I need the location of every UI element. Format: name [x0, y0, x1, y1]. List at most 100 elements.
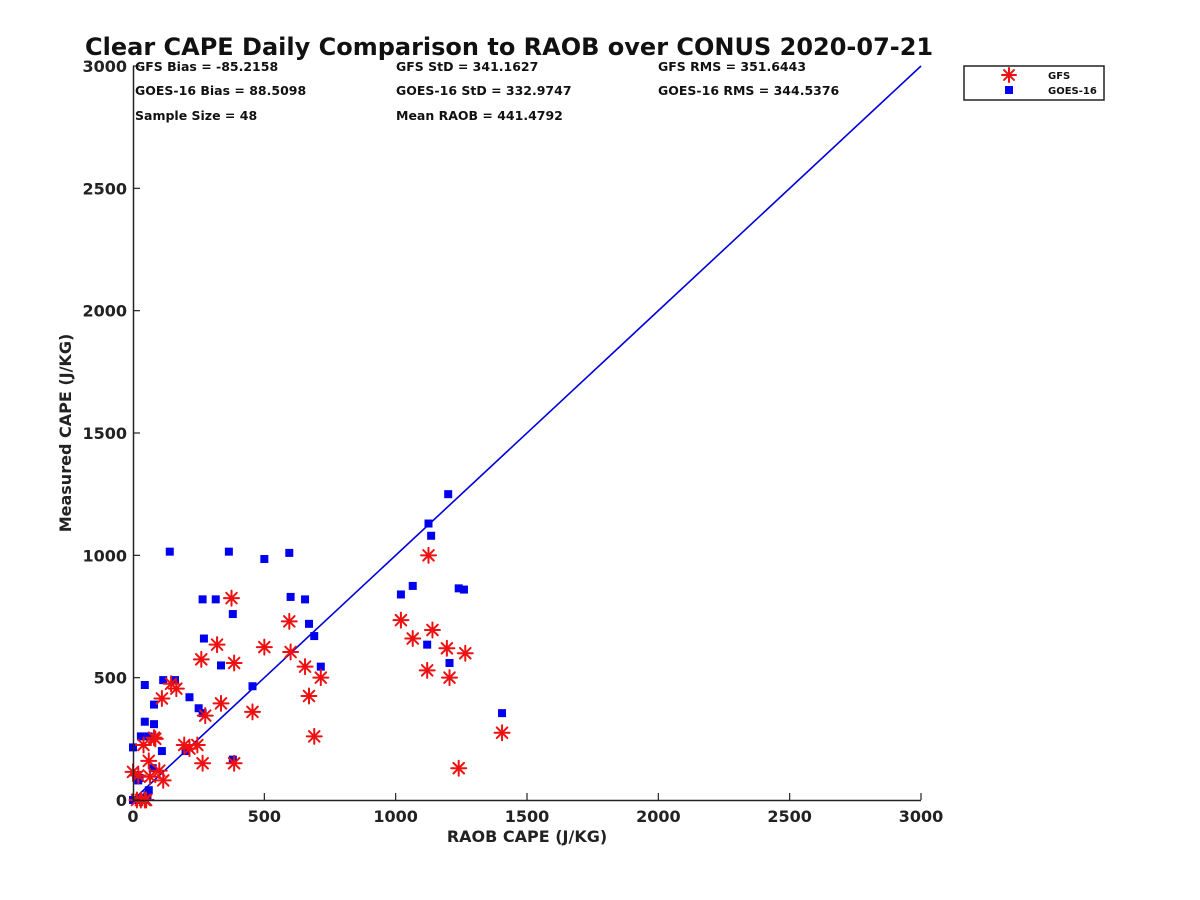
gfs-data-point [392, 611, 410, 629]
y-tick-label: 2500 [82, 179, 127, 198]
stat-gfs-std: GFS StD = 341.1627 [396, 59, 538, 74]
gfs-data-point [212, 694, 230, 712]
stat-gfs-rms: GFS RMS = 351.6443 [658, 59, 806, 74]
x-axis-label: RAOB CAPE (J/KG) [447, 827, 607, 846]
y-axis-label: Measured CAPE (J/KG) [56, 334, 75, 533]
x-tick-label: 2000 [636, 807, 681, 826]
stat-gfs-bias: GFS Bias = -85.2158 [135, 59, 278, 74]
gfs-data-point [154, 771, 172, 789]
plot-area [124, 65, 922, 809]
statistics-block: GFS Bias = -85.2158 GFS StD = 341.1627 G… [135, 59, 840, 123]
goes16-data-point [459, 585, 468, 594]
x-tick-label: 0 [127, 807, 138, 826]
goes16-data-point [140, 681, 149, 690]
goes16-data-point [136, 732, 145, 741]
stat-goes16-std: GOES-16 StD = 332.9747 [396, 83, 572, 98]
goes16-data-point [454, 584, 463, 593]
gfs-data-point [282, 643, 300, 661]
legend-gfs-asterisk-shape [1001, 67, 1017, 83]
y-tick-label: 500 [94, 669, 127, 688]
goes16-data-point [143, 791, 152, 800]
goes16-data-point [286, 592, 295, 601]
goes16-data-point [159, 676, 168, 685]
x-tick-label: 3000 [899, 807, 944, 826]
goes16-data-point [301, 595, 310, 604]
gfs-data-point [167, 680, 185, 698]
gfs-data-point [438, 639, 456, 657]
gfs-data-point [300, 687, 318, 705]
goes16-data-point [248, 682, 257, 691]
gfs-data-point [420, 546, 437, 564]
x-tick-label: 1000 [373, 807, 418, 826]
gfs-data-point [223, 589, 240, 607]
legend-gfs-asterisk-icon [1001, 67, 1017, 83]
goes16-data-point [148, 764, 157, 773]
gfs-data-point [225, 754, 243, 772]
legend-label-goes16: GOES-16 [1048, 86, 1097, 97]
goes16-data-point [445, 658, 454, 667]
one-to-one-reference-line [132, 65, 922, 801]
goes16-data-point [198, 595, 207, 604]
y-axis-ticks: 0 500 1000 1500 2000 2500 3000 [82, 57, 140, 810]
goes16-data-point [228, 755, 237, 764]
goes16-data-point [427, 531, 436, 540]
stat-goes16-bias: GOES-16 Bias = 88.5098 [135, 83, 306, 98]
gfs-data-point [423, 621, 441, 639]
goes16-data-point [310, 632, 319, 641]
x-axis-ticks: 0 500 1000 1500 2000 2500 3000 [127, 793, 943, 826]
y-tick-label: 1500 [82, 424, 127, 443]
stat-goes16-rms: GOES-16 RMS = 344.5376 [658, 83, 840, 98]
chart-title: Clear CAPE Daily Comparison to RAOB over… [85, 33, 933, 61]
goes16-data-point [498, 709, 507, 718]
gfs-data-point [312, 669, 330, 687]
goes16-data-point [224, 547, 233, 556]
stat-sample-size: Sample Size = 48 [135, 108, 257, 123]
gfs-data-point [225, 654, 243, 672]
goes16-data-point [304, 619, 313, 628]
goes16-data-point [144, 732, 153, 741]
gfs-data-point [255, 638, 273, 656]
legend: GFS GOES-16 [963, 65, 1105, 101]
goes16-data-point [144, 786, 153, 795]
gfs-data-point [146, 730, 164, 748]
goes16-data-point [150, 700, 159, 709]
goes16-data-point [408, 581, 417, 590]
gfs-data-point [153, 689, 171, 707]
gfs-data-point [135, 736, 153, 754]
goes16-data-point [150, 720, 159, 729]
goes16-data-point [140, 717, 149, 726]
legend-box [963, 65, 1105, 101]
y-tick-label: 3000 [82, 57, 127, 76]
gfs-data-point [280, 612, 298, 630]
goes16-data-point [157, 747, 166, 756]
gfs-data-point [244, 703, 262, 721]
y-tick-label: 0 [116, 791, 127, 810]
goes16-data-point [228, 610, 237, 619]
goes16-data-point [285, 548, 294, 557]
gfs-data-point [456, 644, 474, 662]
gfs-data-point [418, 661, 436, 679]
goes16-data-point [165, 547, 174, 556]
legend-label-gfs: GFS [1048, 71, 1070, 82]
gfs-data-point [140, 752, 158, 770]
gfs-data-point [208, 636, 226, 654]
gfs-data-point [141, 768, 159, 786]
gfs-data-point [196, 707, 214, 725]
goes16-data-point [211, 595, 220, 604]
y-tick-label: 2000 [82, 302, 127, 321]
goes16-data-point [185, 693, 194, 702]
gfs-data-point [188, 736, 206, 754]
goes16-data-point [181, 747, 190, 756]
y-tick-label: 1000 [82, 546, 127, 565]
legend-goes16-square-icon [1005, 86, 1013, 94]
goes16-data-point [424, 519, 433, 528]
gfs-data-point [305, 727, 323, 745]
goes16-data-point [444, 490, 453, 499]
gfs-data-point [192, 650, 210, 668]
goes16-data-point [194, 704, 203, 713]
goes16-data-point [199, 634, 208, 643]
goes16-data-point [260, 555, 269, 564]
gfs-data-point [194, 754, 212, 772]
gfs-data-point [450, 759, 468, 777]
